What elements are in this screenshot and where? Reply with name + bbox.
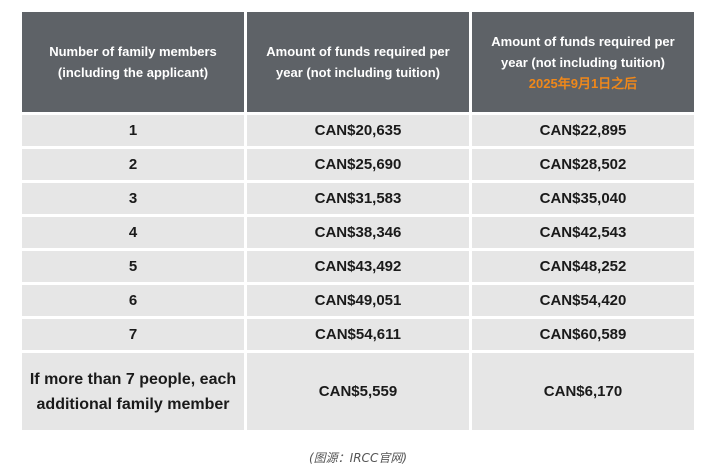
cell-funds-new: CAN$28,502 bbox=[472, 149, 694, 180]
header-family-members-text: Number of family members (including the … bbox=[49, 44, 217, 80]
table-row: 1 CAN$20,635 CAN$22,895 bbox=[22, 115, 694, 146]
cell-funds-new: CAN$60,589 bbox=[472, 319, 694, 350]
funds-table: Number of family members (including the … bbox=[19, 9, 697, 433]
header-funds-new: Amount of funds required per year (not i… bbox=[472, 12, 694, 112]
table-row: 4 CAN$38,346 CAN$42,543 bbox=[22, 217, 694, 248]
cell-family-size: 1 bbox=[22, 115, 244, 146]
table-row: 3 CAN$31,583 CAN$35,040 bbox=[22, 183, 694, 214]
cell-funds-new: CAN$42,543 bbox=[472, 217, 694, 248]
cell-funds-current: CAN$38,346 bbox=[247, 217, 469, 248]
header-funds-current-text: Amount of funds required per year (not i… bbox=[266, 44, 450, 80]
cell-family-size: 6 bbox=[22, 285, 244, 316]
cell-funds-current: CAN$54,611 bbox=[247, 319, 469, 350]
cell-funds-current: CAN$31,583 bbox=[247, 183, 469, 214]
table-header-row: Number of family members (including the … bbox=[22, 12, 694, 112]
cell-funds-new: CAN$54,420 bbox=[472, 285, 694, 316]
cell-funds-current: CAN$43,492 bbox=[247, 251, 469, 282]
image-source-caption: (图源：IRCC官网) bbox=[309, 451, 407, 465]
cell-family-size: 7 bbox=[22, 319, 244, 350]
cell-funds-new: CAN$35,040 bbox=[472, 183, 694, 214]
header-effective-date-note: 2025年9月1日之后 bbox=[528, 75, 638, 91]
header-family-members: Number of family members (including the … bbox=[22, 12, 244, 112]
table-row: 6 CAN$49,051 CAN$54,420 bbox=[22, 285, 694, 316]
cell-family-size: 5 bbox=[22, 251, 244, 282]
cell-funds-current: CAN$49,051 bbox=[247, 285, 469, 316]
cell-funds-current: CAN$25,690 bbox=[247, 149, 469, 180]
table-row: 5 CAN$43,492 CAN$48,252 bbox=[22, 251, 694, 282]
cell-funds-new: CAN$48,252 bbox=[472, 251, 694, 282]
cell-family-size: 4 bbox=[22, 217, 244, 248]
cell-family-size: 3 bbox=[22, 183, 244, 214]
table-row: 7 CAN$54,611 CAN$60,589 bbox=[22, 319, 694, 350]
cell-additional-member-label: If more than 7 people, each additional f… bbox=[22, 353, 244, 430]
cell-funds-current: CAN$20,635 bbox=[247, 115, 469, 146]
table-row-additional-member: If more than 7 people, each additional f… bbox=[22, 353, 694, 430]
cell-family-size: 2 bbox=[22, 149, 244, 180]
header-funds-current: Amount of funds required per year (not i… bbox=[247, 12, 469, 112]
table-row: 2 CAN$25,690 CAN$28,502 bbox=[22, 149, 694, 180]
cell-funds-new: CAN$6,170 bbox=[472, 353, 694, 430]
cell-funds-new: CAN$22,895 bbox=[472, 115, 694, 146]
funds-table-container: Number of family members (including the … bbox=[22, 9, 694, 433]
cell-funds-current: CAN$5,559 bbox=[247, 353, 469, 430]
header-funds-new-text: Amount of funds required per year (not i… bbox=[491, 33, 675, 70]
